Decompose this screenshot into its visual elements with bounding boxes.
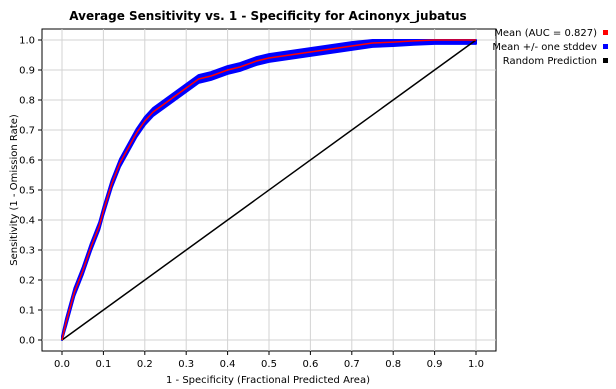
y-tick-label: 0.2: [19, 276, 35, 287]
y-tick-label: 0.0: [19, 336, 35, 347]
y-tick-label: 0.9: [19, 66, 35, 77]
x-axis-label: 1 - Specificity (Fractional Predicted Ar…: [166, 375, 370, 386]
legend-stddev-swatch: [603, 44, 608, 49]
x-tick-label: 0.3: [178, 359, 194, 370]
chart-title: Average Sensitivity vs. 1 - Specificity …: [69, 9, 466, 24]
x-tick-label: 0.5: [261, 359, 277, 370]
legend-stddev-label: Mean +/- one stddev: [492, 42, 597, 53]
series-layer: [61, 39, 477, 341]
x-axis-ticks: 0.0 0.1 0.2 0.3 0.4 0.5 0.6 0.7 0.8 0.9 1.0: [54, 351, 484, 370]
x-tick-label: 0.4: [220, 359, 236, 370]
y-tick-label: 0.8: [19, 96, 35, 107]
x-tick-label: 0.8: [385, 359, 401, 370]
x-tick-label: 0.1: [95, 359, 111, 370]
legend-mean-label: Mean (AUC = 0.827): [494, 28, 597, 39]
y-axis-label: Sensitivity (1 - Omission Rate): [9, 114, 20, 266]
x-tick-label: 0.2: [137, 359, 153, 370]
mean-roc-line: [61, 39, 476, 341]
legend-random-swatch: [603, 58, 608, 63]
x-tick-label: 0.9: [427, 359, 443, 370]
y-tick-label: 0.6: [19, 156, 35, 167]
legend: Mean (AUC = 0.827) Mean +/- one stddev R…: [492, 28, 608, 67]
y-tick-label: 0.5: [19, 186, 35, 197]
x-tick-label: 0.7: [344, 359, 360, 370]
legend-random-label: Random Prediction: [503, 56, 597, 67]
y-tick-label: 1.0: [19, 36, 35, 47]
y-tick-label: 0.4: [19, 216, 35, 227]
x-tick-label: 0.6: [302, 359, 318, 370]
x-tick-label: 0.0: [54, 359, 70, 370]
y-tick-label: 0.7: [19, 126, 35, 137]
y-tick-label: 0.1: [19, 306, 35, 317]
random-prediction-line: [61, 39, 477, 341]
legend-mean-swatch: [603, 30, 608, 35]
stddev-band: [61, 39, 477, 341]
y-tick-label: 0.3: [19, 246, 35, 257]
y-axis-ticks: 0.0 0.1 0.2 0.3 0.4 0.5 0.6 0.7 0.8 0.9 1.0: [19, 36, 42, 347]
grid: [42, 29, 496, 351]
x-tick-label: 1.0: [468, 359, 484, 370]
stddev-band-area: [61, 39, 477, 341]
